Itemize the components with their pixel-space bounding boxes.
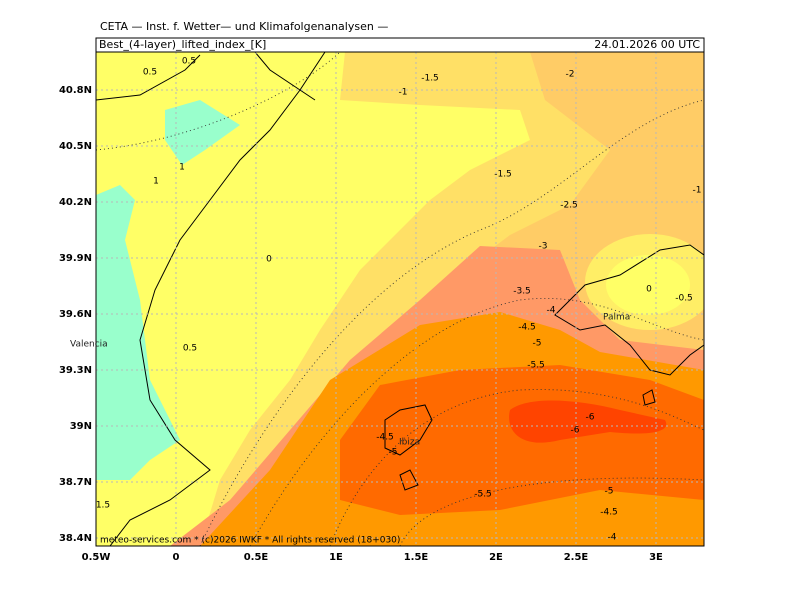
contour-line xyxy=(96,52,704,546)
lat-label: 40.8N xyxy=(59,85,92,96)
field-fill xyxy=(606,255,690,315)
contour-label: 1.5 xyxy=(96,501,110,511)
lon-label: 1.5E xyxy=(404,552,429,563)
contour-label: -4 xyxy=(547,306,556,316)
contour-label: 1 xyxy=(179,163,185,173)
contour-label: -4.5 xyxy=(376,433,394,443)
field-fill xyxy=(165,100,240,165)
contour-label: -4.5 xyxy=(518,323,536,333)
contour-label: 0 xyxy=(646,285,652,295)
island-coast xyxy=(384,404,433,491)
copyright: meteo-services.com * (c)2026 IWKF * All … xyxy=(100,536,400,546)
contour-label: -5 xyxy=(605,487,614,497)
contour-label: -1 xyxy=(399,88,408,98)
contour-label: -2.5 xyxy=(560,201,578,211)
contour-label: 1 xyxy=(153,177,159,187)
contour-label: -0.5 xyxy=(675,294,693,304)
map-area xyxy=(96,52,704,546)
contour-label: -5.5 xyxy=(474,490,492,500)
field-fill xyxy=(96,52,530,546)
contour-label: -2 xyxy=(566,70,575,80)
contour-label: 0 xyxy=(266,255,272,265)
lon-label: 0.5E xyxy=(244,552,269,563)
header-title: CETA — Inst. f. Wetter— und Klimafolgena… xyxy=(100,20,388,33)
contour-label: -5 xyxy=(533,339,542,349)
contour-label: -1.5 xyxy=(494,170,512,180)
lon-label: 0 xyxy=(173,552,180,563)
contour-label: 0.5 xyxy=(182,57,196,67)
lon-label: 1E xyxy=(329,552,343,563)
contour-label: 0.5 xyxy=(183,344,197,354)
valid-time: 24.01.2026 00 UTC xyxy=(594,38,700,51)
island-coast xyxy=(554,244,704,406)
lat-label: 40.2N xyxy=(59,197,92,208)
lat-label: 39N xyxy=(70,421,92,432)
place-label: Valencia xyxy=(70,340,108,350)
contour-label: -5.5 xyxy=(527,361,545,371)
coastline xyxy=(109,52,326,546)
lat-label: 40.5N xyxy=(59,141,92,152)
lon-label: 0.5W xyxy=(82,552,111,563)
lat-label: 39.6N xyxy=(59,309,92,320)
contour-label: -1.5 xyxy=(421,74,439,84)
contour-label: -6 xyxy=(571,426,580,436)
contour-label: -4.5 xyxy=(600,508,618,518)
lon-label: 2E xyxy=(489,552,503,563)
contour-label: -1 xyxy=(693,186,702,196)
lon-label: 3E xyxy=(649,552,663,563)
contour-label: -6 xyxy=(586,413,595,423)
field-fill xyxy=(96,185,180,480)
coastline xyxy=(96,52,316,101)
lat-label: 38.4N xyxy=(59,533,92,544)
map-frame xyxy=(95,51,705,547)
place-label: Ibiza xyxy=(399,438,420,448)
contour-label: -3.5 xyxy=(513,287,531,297)
field-fill xyxy=(340,365,704,515)
lat-label: 39.9N xyxy=(59,253,92,264)
contour-label: -4 xyxy=(608,533,617,543)
contour-label: 0.5 xyxy=(143,68,157,78)
contour-label: -3 xyxy=(539,242,548,252)
lon-label: 2.5E xyxy=(564,552,589,563)
field-name: Best_(4-layer)_lifted_index_[K] xyxy=(99,38,266,51)
field-fill xyxy=(509,400,667,443)
contour-label: -5 xyxy=(389,448,398,458)
lat-label: 39.3N xyxy=(59,365,92,376)
lat-label: 38.7N xyxy=(59,477,92,488)
graticule xyxy=(96,52,704,546)
place-label: Palma xyxy=(603,313,630,323)
